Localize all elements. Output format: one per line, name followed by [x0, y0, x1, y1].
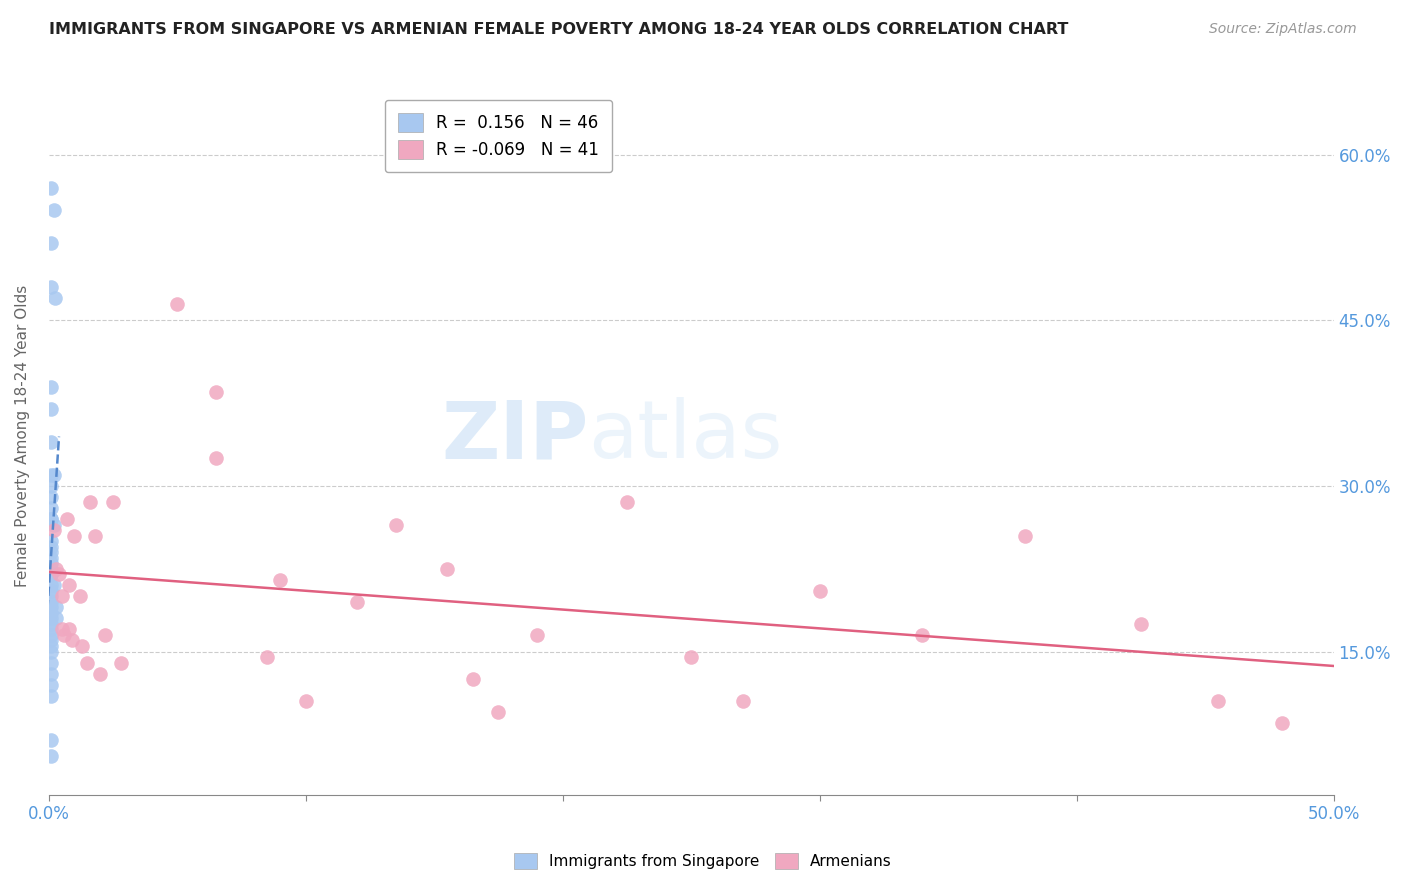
Point: [41, 567, 63, 582]
Point: [60, 633, 83, 648]
Point: [42, 467, 65, 482]
Point: [41, 490, 63, 504]
Point: [488, 705, 510, 719]
Point: [41, 749, 63, 764]
Point: [94, 628, 117, 642]
Point: [911, 628, 934, 642]
Point: [42, 523, 65, 537]
Y-axis label: Female Poverty Among 18-24 Year Olds: Female Poverty Among 18-24 Year Olds: [15, 285, 30, 587]
Point: [41, 562, 63, 576]
Point: [41, 639, 63, 653]
Point: [256, 650, 278, 665]
Point: [51, 623, 73, 637]
Point: [44, 291, 66, 305]
Point: [41, 567, 63, 582]
Point: [41, 644, 63, 658]
Point: [384, 517, 406, 532]
Point: [45, 600, 67, 615]
Point: [41, 678, 63, 692]
Point: [526, 628, 548, 642]
Point: [63, 528, 86, 542]
Legend: R =  0.156   N = 46, R = -0.069   N = 41: R = 0.156 N = 46, R = -0.069 N = 41: [384, 100, 613, 172]
Point: [42, 578, 65, 592]
Point: [41, 512, 63, 526]
Point: [41, 666, 63, 681]
Point: [681, 650, 703, 665]
Point: [89, 666, 111, 681]
Point: [41, 595, 63, 609]
Point: [45, 562, 67, 576]
Point: [204, 451, 226, 466]
Point: [41, 590, 63, 604]
Point: [41, 689, 63, 703]
Point: [41, 628, 63, 642]
Point: [45, 611, 67, 625]
Point: [616, 495, 638, 509]
Point: [41, 556, 63, 570]
Point: [731, 694, 754, 708]
Point: [69, 590, 91, 604]
Point: [41, 401, 63, 416]
Point: [41, 600, 63, 615]
Point: [76, 656, 98, 670]
Point: [41, 578, 63, 592]
Point: [41, 583, 63, 598]
Point: [1014, 528, 1036, 542]
Point: [41, 479, 63, 493]
Point: [41, 181, 63, 195]
Text: atlas: atlas: [588, 397, 783, 475]
Point: [58, 623, 80, 637]
Point: [346, 595, 368, 609]
Point: [204, 385, 226, 400]
Point: [41, 550, 63, 565]
Text: ZIP: ZIP: [441, 397, 588, 475]
Point: [166, 297, 188, 311]
Point: [42, 202, 65, 217]
Point: [41, 545, 63, 559]
Point: [1206, 694, 1229, 708]
Point: [41, 501, 63, 516]
Point: [41, 434, 63, 449]
Point: [58, 578, 80, 592]
Point: [269, 573, 291, 587]
Point: [1129, 616, 1152, 631]
Point: [461, 672, 484, 686]
Point: [41, 623, 63, 637]
Point: [41, 379, 63, 393]
Point: [808, 583, 831, 598]
Point: [48, 567, 70, 582]
Point: [1271, 716, 1294, 731]
Point: [53, 628, 76, 642]
Point: [110, 656, 132, 670]
Point: [70, 639, 93, 653]
Point: [41, 611, 63, 625]
Point: [436, 562, 458, 576]
Point: [294, 694, 316, 708]
Point: [42, 517, 65, 532]
Point: [51, 590, 73, 604]
Legend: Immigrants from Singapore, Armenians: Immigrants from Singapore, Armenians: [508, 847, 898, 875]
Point: [41, 633, 63, 648]
Point: [84, 528, 107, 542]
Point: [41, 606, 63, 620]
Point: [41, 534, 63, 549]
Point: [41, 467, 63, 482]
Point: [101, 495, 124, 509]
Point: [41, 280, 63, 294]
Point: [41, 732, 63, 747]
Point: [41, 235, 63, 250]
Point: [41, 616, 63, 631]
Point: [79, 495, 101, 509]
Point: [41, 540, 63, 554]
Point: [41, 512, 63, 526]
Text: Source: ZipAtlas.com: Source: ZipAtlas.com: [1209, 22, 1357, 37]
Text: IMMIGRANTS FROM SINGAPORE VS ARMENIAN FEMALE POVERTY AMONG 18-24 YEAR OLDS CORRE: IMMIGRANTS FROM SINGAPORE VS ARMENIAN FE…: [49, 22, 1069, 37]
Point: [41, 656, 63, 670]
Point: [55, 512, 77, 526]
